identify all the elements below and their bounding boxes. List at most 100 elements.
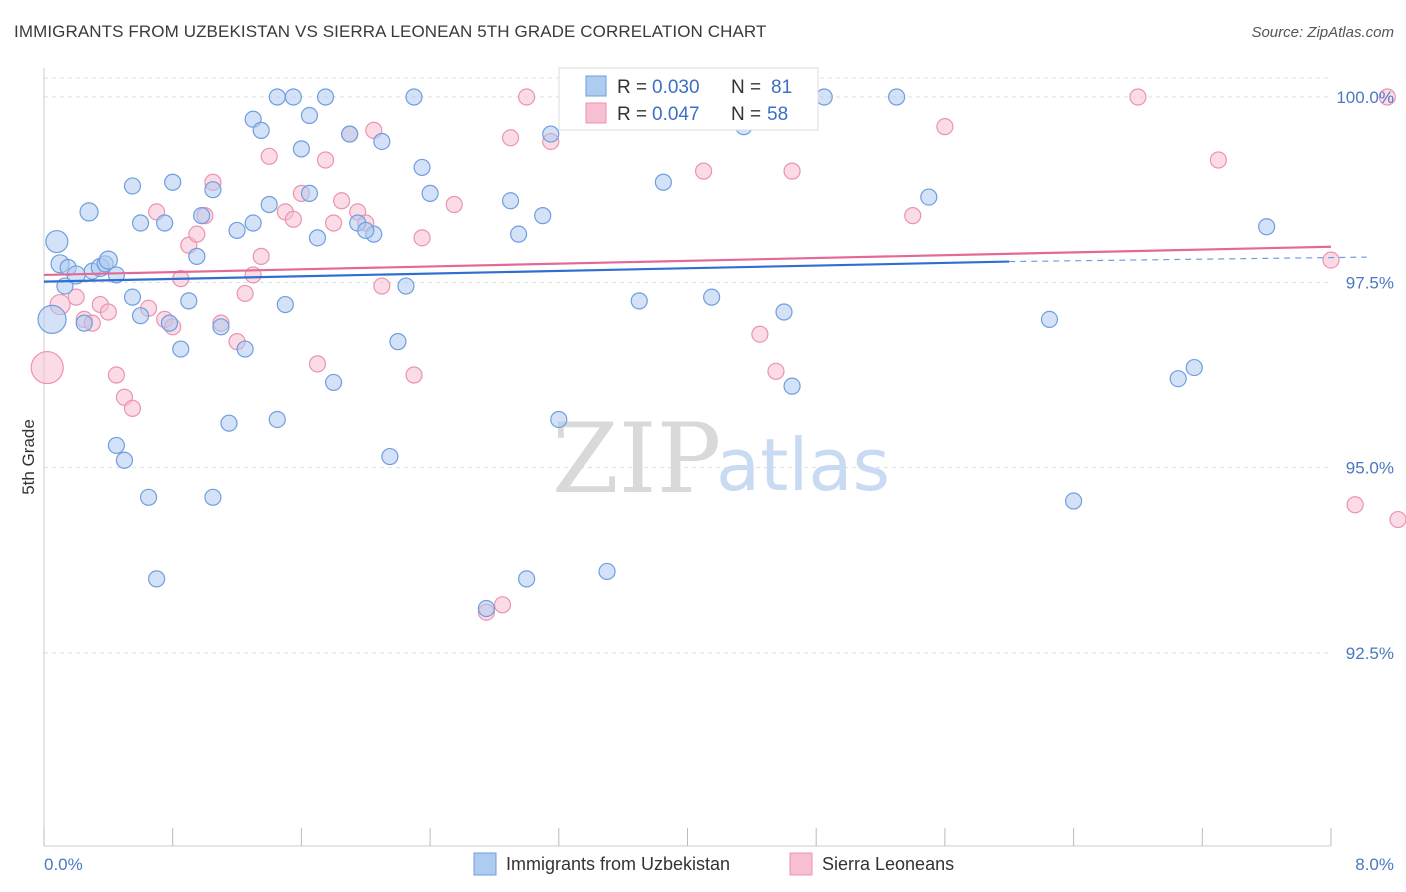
series-legend-swatch-pink bbox=[789, 852, 813, 876]
pink-data-point bbox=[1389, 510, 1406, 529]
gridlines bbox=[44, 77, 1331, 654]
blue-data-point bbox=[630, 292, 648, 310]
blue-data-point bbox=[308, 229, 327, 247]
blue-data-point bbox=[542, 125, 560, 143]
y-tick-labels: 100.0% 97.5% 95.0% 92.5% bbox=[1336, 88, 1394, 663]
legend-n-label-pink: N = bbox=[731, 104, 761, 125]
pink-data-point bbox=[518, 88, 536, 106]
blue-data-point bbox=[148, 570, 166, 588]
blue-data-point bbox=[164, 173, 182, 191]
blue-data-point bbox=[37, 304, 67, 334]
pink-data-point bbox=[373, 277, 391, 295]
pink-trend-line bbox=[43, 245, 1332, 277]
pink-data-point bbox=[67, 288, 85, 306]
y-tick-label: 95.0% bbox=[1346, 459, 1394, 478]
legend-r-label-blue: R = bbox=[617, 77, 647, 98]
blue-data-point bbox=[107, 436, 125, 455]
blue-data-point bbox=[397, 277, 415, 295]
blue-data-point bbox=[501, 192, 520, 210]
blue-data-point bbox=[1258, 218, 1276, 236]
source-label: Source: ZipAtlas.com bbox=[1251, 24, 1394, 41]
blue-data-point bbox=[518, 570, 536, 588]
watermark-atlas: atlas bbox=[716, 423, 890, 507]
blue-data-point bbox=[815, 88, 833, 106]
blue-data-point bbox=[598, 562, 616, 581]
series-legend-label-blue: Immigrants from Uzbekistan bbox=[506, 854, 730, 874]
blue-data-point bbox=[193, 207, 211, 225]
blue-data-point bbox=[131, 214, 150, 232]
blue-data-point bbox=[45, 229, 69, 254]
blue-trend-line bbox=[43, 260, 1010, 283]
blue-data-point bbox=[324, 373, 343, 392]
blue-data-point bbox=[1040, 310, 1059, 328]
pink-data-point bbox=[413, 229, 431, 247]
blue-data-point bbox=[888, 88, 906, 106]
trend-lines bbox=[43, 245, 1367, 283]
blue-data-point bbox=[920, 188, 938, 206]
blue-data-point bbox=[79, 202, 99, 222]
pink-data-point bbox=[30, 350, 64, 385]
blue-data-point bbox=[188, 247, 206, 265]
blue-data-point bbox=[381, 447, 399, 466]
legend-n-value-pink: 58 bbox=[767, 104, 788, 125]
blue-data-point bbox=[123, 177, 142, 195]
legend-n-label-blue: N = bbox=[731, 77, 761, 98]
blue-data-point bbox=[534, 207, 552, 225]
blue-data-point bbox=[509, 225, 528, 243]
blue-data-point bbox=[236, 340, 254, 358]
y-tick-label: 97.5% bbox=[1346, 273, 1394, 292]
blue-data-point bbox=[220, 414, 238, 432]
blue-data-point bbox=[180, 292, 198, 310]
pink-data-point bbox=[1346, 496, 1364, 514]
chart-title: IMMIGRANTS FROM UZBEKISTAN VS SIERRA LEO… bbox=[14, 22, 767, 41]
blue-data-point bbox=[1169, 370, 1187, 388]
blue-points bbox=[37, 88, 1276, 618]
blue-data-point bbox=[477, 599, 496, 618]
pink-data-point bbox=[123, 399, 142, 417]
blue-data-point bbox=[160, 314, 179, 332]
blue-data-point bbox=[389, 333, 407, 351]
blue-data-point bbox=[405, 88, 423, 106]
pink-data-point bbox=[188, 225, 206, 243]
blue-data-point bbox=[252, 121, 270, 139]
pink-data-point bbox=[284, 210, 302, 228]
pink-data-point bbox=[751, 325, 769, 343]
blue-data-point bbox=[204, 181, 222, 199]
pink-data-point bbox=[694, 162, 713, 180]
blue-data-point bbox=[300, 184, 319, 202]
blue-data-point bbox=[550, 410, 568, 429]
pink-data-point bbox=[1378, 88, 1396, 106]
pink-data-point bbox=[316, 151, 335, 169]
blue-data-point bbox=[156, 214, 174, 232]
blue-data-point bbox=[212, 318, 230, 336]
pink-data-point bbox=[107, 366, 125, 384]
pink-data-point bbox=[308, 355, 327, 373]
pink-points bbox=[30, 88, 1406, 621]
blue-data-point bbox=[244, 214, 262, 232]
pink-data-point bbox=[252, 247, 270, 265]
blue-data-point bbox=[98, 250, 118, 270]
series-legend-label-pink: Sierra Leoneans bbox=[822, 854, 954, 874]
blue-data-point bbox=[783, 377, 801, 395]
y-axis-label: 5th Grade bbox=[19, 419, 38, 495]
blue-data-point bbox=[75, 314, 93, 332]
pink-data-point bbox=[904, 207, 922, 225]
legend-r-value-pink: 0.047 bbox=[652, 104, 700, 125]
y-tick-label: 100.0% bbox=[1336, 88, 1394, 107]
pink-data-point bbox=[445, 195, 463, 214]
blue-data-point bbox=[316, 88, 335, 106]
legend-r-label-pink: R = bbox=[617, 104, 647, 125]
blue-data-point bbox=[1064, 492, 1083, 510]
series-legend: Immigrants from Uzbekistan Sierra Leonea… bbox=[473, 852, 954, 876]
blue-data-point bbox=[204, 488, 222, 506]
blue-data-point bbox=[421, 184, 439, 202]
blue-data-point bbox=[268, 410, 286, 429]
pink-data-point bbox=[1209, 151, 1227, 169]
pink-data-point bbox=[236, 284, 254, 303]
blue-data-point bbox=[341, 125, 359, 143]
series-legend-swatch-blue bbox=[473, 852, 497, 876]
pink-data-point bbox=[1322, 251, 1340, 269]
blue-data-point bbox=[115, 451, 134, 469]
y-tick-label: 92.5% bbox=[1346, 644, 1394, 663]
